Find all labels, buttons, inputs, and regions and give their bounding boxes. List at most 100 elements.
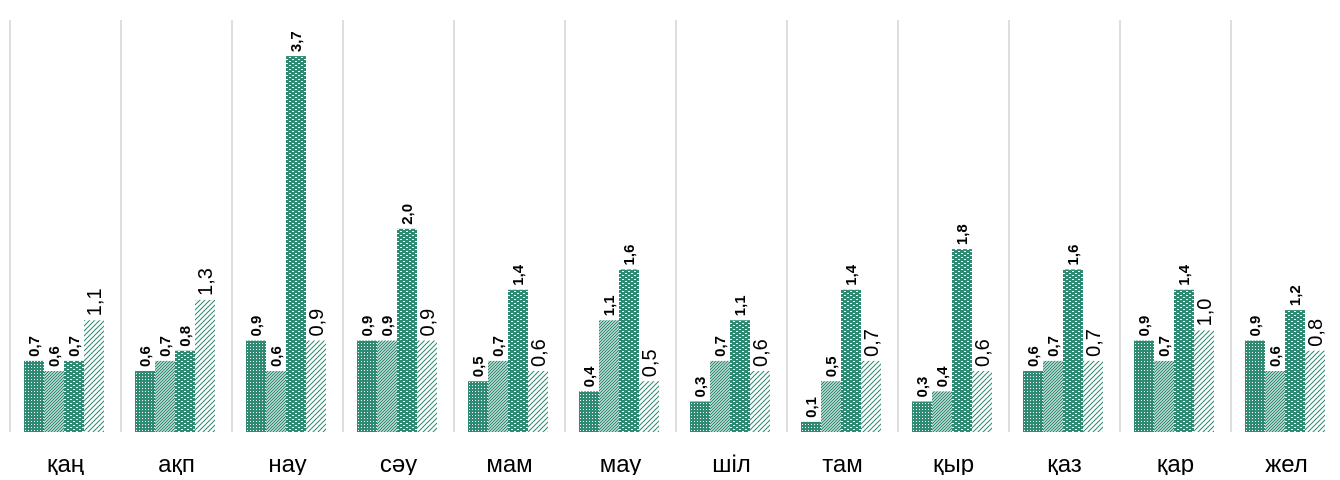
bar-3 bbox=[841, 289, 861, 432]
data-label: 0,5 bbox=[470, 356, 487, 377]
data-label: 0,9 bbox=[417, 309, 439, 337]
bar-3 bbox=[1285, 310, 1305, 432]
bar-3 bbox=[1174, 289, 1194, 432]
bars-layer bbox=[24, 56, 1325, 433]
data-label: 0,6 bbox=[1267, 346, 1284, 367]
data-label: 0,4 bbox=[934, 366, 951, 388]
x-tick-label: сәу bbox=[380, 451, 417, 475]
data-label: 0,8 bbox=[1305, 319, 1327, 347]
bar-2 bbox=[821, 381, 841, 432]
bar-2 bbox=[155, 360, 175, 432]
bar-1 bbox=[579, 391, 599, 432]
bar-1 bbox=[1245, 340, 1265, 432]
data-label: 0,5 bbox=[823, 356, 840, 377]
data-label: 0,6 bbox=[528, 339, 550, 367]
bar-3 bbox=[730, 320, 750, 432]
bar-3 bbox=[508, 289, 528, 432]
data-label: 0,6 bbox=[268, 346, 285, 367]
bar-4 bbox=[195, 299, 215, 432]
data-label: 0,6 bbox=[46, 346, 63, 367]
bar-4 bbox=[639, 381, 659, 432]
bar-1 bbox=[246, 340, 266, 432]
data-label: 0,1 bbox=[803, 397, 820, 418]
x-tick-label: қар bbox=[1157, 451, 1194, 475]
data-label: 1,6 bbox=[621, 245, 638, 266]
bar-3 bbox=[175, 350, 195, 432]
bar-1 bbox=[357, 340, 377, 432]
data-label: 1,1 bbox=[601, 295, 618, 316]
bar-1 bbox=[801, 421, 821, 432]
x-tick-label: мау bbox=[600, 451, 642, 475]
bar-2 bbox=[488, 360, 508, 432]
data-label: 0,4 bbox=[581, 366, 598, 388]
data-label: 1,0 bbox=[1194, 299, 1216, 327]
category-labels-layer: қаң ақп нау сәу мам мау шіл там қыр қаз қар жел bbox=[47, 451, 1308, 478]
data-label: 0,7 bbox=[1083, 329, 1105, 357]
bar-2 bbox=[710, 360, 730, 432]
data-label: 1,6 bbox=[1065, 245, 1082, 266]
data-label: 0,7 bbox=[1156, 336, 1173, 357]
data-label: 1,1 bbox=[732, 295, 749, 316]
data-label: 0,6 bbox=[972, 339, 994, 367]
bar-1 bbox=[135, 371, 155, 432]
bar-4 bbox=[1083, 360, 1103, 432]
x-tick-label: қаз bbox=[1047, 451, 1082, 475]
bar-2 bbox=[266, 371, 286, 432]
bar-3 bbox=[286, 56, 306, 433]
x-tick-label: там bbox=[822, 451, 863, 475]
data-label: 0,7 bbox=[1045, 336, 1062, 357]
x-tick-label: ақп bbox=[158, 451, 195, 475]
bar-2 bbox=[1265, 371, 1285, 432]
data-label: 3,7 bbox=[288, 31, 305, 52]
bar-1 bbox=[690, 401, 710, 432]
data-label: 1,3 bbox=[195, 268, 217, 296]
bar-4 bbox=[306, 340, 326, 432]
data-label: 0,7 bbox=[157, 336, 174, 357]
bar-4 bbox=[528, 371, 548, 432]
bar-4 bbox=[84, 320, 104, 432]
bar-4 bbox=[1194, 330, 1214, 432]
data-label: 0,9 bbox=[306, 309, 328, 337]
data-label: 0,3 bbox=[692, 377, 709, 398]
data-label: 0,7 bbox=[66, 336, 83, 357]
data-label: 0,7 bbox=[861, 329, 883, 357]
data-label: 0,8 bbox=[177, 326, 194, 347]
bar-3 bbox=[952, 249, 972, 432]
x-tick-label: мам bbox=[486, 451, 532, 475]
data-label: 1,4 bbox=[510, 264, 527, 286]
bar-4 bbox=[417, 340, 437, 432]
bar-2 bbox=[1154, 360, 1174, 432]
data-label: 0,3 bbox=[914, 377, 931, 398]
bar-4 bbox=[972, 371, 992, 432]
data-label: 0,9 bbox=[248, 316, 265, 337]
bar-2 bbox=[599, 320, 619, 432]
data-label: 0,9 bbox=[1136, 316, 1153, 337]
data-label: 1,1 bbox=[84, 288, 106, 316]
data-label: 1,8 bbox=[954, 224, 971, 245]
bar-1 bbox=[912, 401, 932, 432]
data-label: 0,6 bbox=[137, 346, 154, 367]
data-label: 1,4 bbox=[1176, 264, 1193, 286]
data-label: 0,9 bbox=[359, 316, 376, 337]
data-label: 0,5 bbox=[639, 349, 661, 377]
bar-2 bbox=[44, 371, 64, 432]
data-label: 1,4 bbox=[843, 264, 860, 286]
data-label: 0,6 bbox=[1025, 346, 1042, 367]
category-dividers bbox=[9, 20, 1232, 432]
bar-1 bbox=[1134, 340, 1154, 432]
data-label: 0,9 bbox=[1247, 316, 1264, 337]
bar-3 bbox=[64, 360, 84, 432]
x-tick-label: қаң bbox=[47, 451, 85, 475]
x-tick-label: қыр bbox=[933, 451, 974, 475]
bar-3 bbox=[619, 269, 639, 432]
x-tick-label: жел bbox=[1265, 451, 1308, 475]
bar-3 bbox=[397, 228, 417, 432]
bar-4 bbox=[1305, 350, 1325, 432]
bar-2 bbox=[377, 340, 397, 432]
data-label: 2,0 bbox=[399, 204, 416, 225]
x-tick-label: шіл bbox=[712, 451, 751, 475]
bar-2 bbox=[932, 391, 952, 432]
value-labels-layer: 0,7 0,6 0,71,10,6 0,7 0,81,30,90,63,70,9 0,9 0… bbox=[26, 31, 1327, 418]
bar-4 bbox=[861, 360, 881, 432]
